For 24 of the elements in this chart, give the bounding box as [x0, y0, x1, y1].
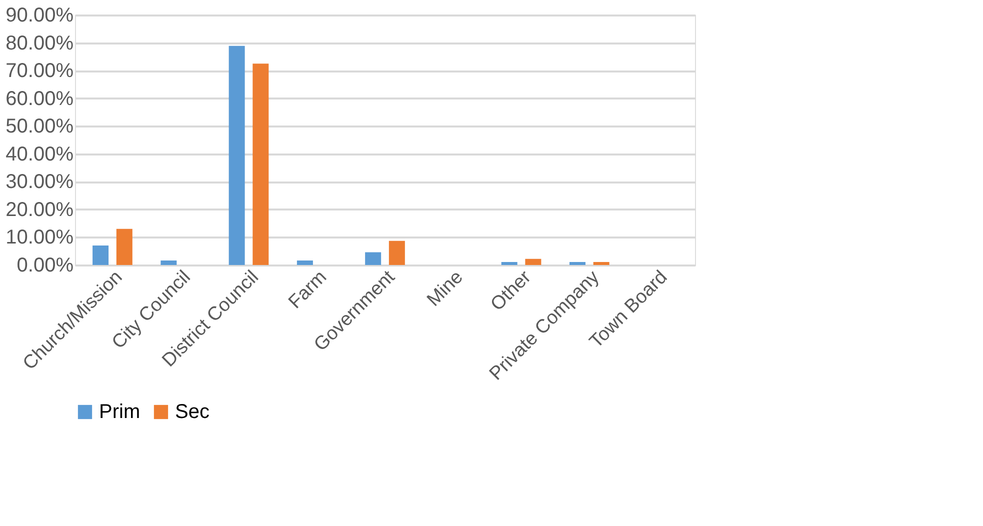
- bar: [525, 258, 542, 265]
- bar: [92, 246, 109, 265]
- bar: [593, 262, 610, 265]
- y-tick-label: 90.00%: [6, 4, 74, 26]
- bar: [388, 240, 405, 265]
- y-tick-label: 50.00%: [6, 116, 74, 138]
- bar: [116, 228, 132, 265]
- legend-label: Prim: [99, 401, 140, 423]
- y-tick-label: 70.00%: [6, 60, 74, 82]
- y-tick-label: 40.00%: [6, 143, 74, 166]
- bar: [160, 260, 177, 265]
- bar: [252, 64, 269, 265]
- y-tick-label: 0.00%: [16, 254, 74, 276]
- bar: [569, 262, 586, 265]
- y-tick-label: 80.00%: [6, 32, 74, 54]
- bar: [501, 262, 518, 265]
- bar: [365, 252, 382, 265]
- y-tick-label: 10.00%: [6, 226, 74, 249]
- y-tick-label: 30.00%: [6, 171, 74, 194]
- y-tick-label: 20.00%: [6, 198, 74, 221]
- bar: [228, 46, 245, 265]
- y-tick-label: 60.00%: [6, 88, 74, 110]
- legend-label: Sec: [175, 401, 210, 423]
- bar: [296, 260, 313, 265]
